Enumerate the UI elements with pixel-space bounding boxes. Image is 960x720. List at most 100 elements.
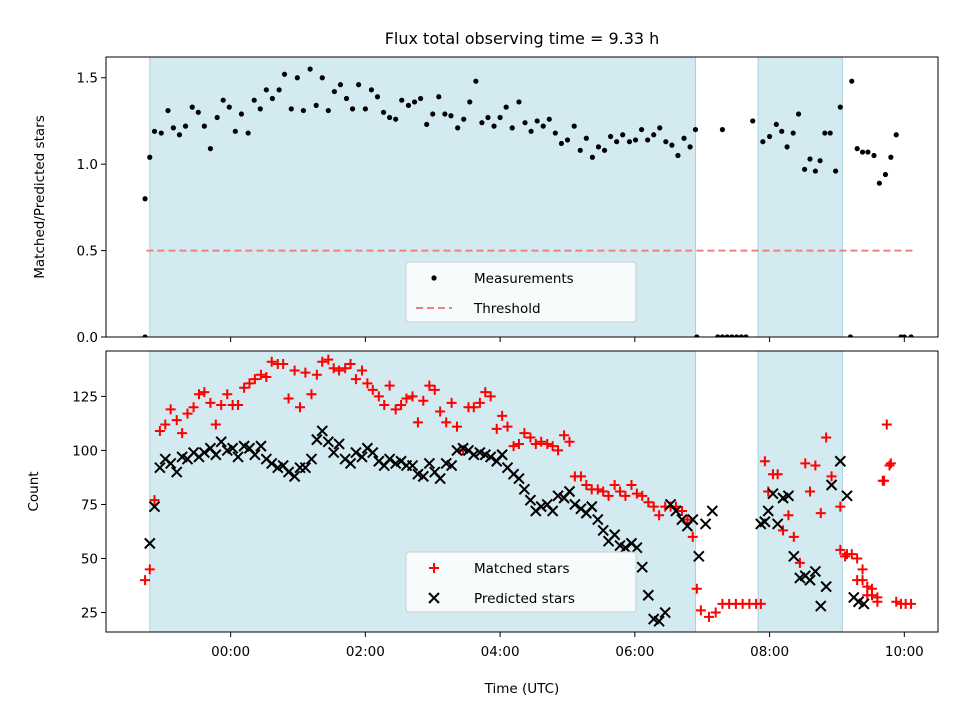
chart-title: Flux total observing time = 9.33 h: [385, 29, 660, 48]
matched-star-point: [396, 400, 407, 411]
predicted-star-point: [524, 494, 537, 506]
measurement-point: [257, 106, 263, 112]
measurement-point: [773, 121, 779, 128]
matched-star-point: [884, 460, 895, 471]
predicted-star-point: [670, 505, 682, 517]
matched-star-point: [216, 400, 227, 411]
measurement-point: [729, 334, 735, 337]
measurement-point: [165, 107, 171, 114]
measurement-point: [715, 334, 721, 337]
measurement-point: [865, 149, 871, 155]
matched-star-point: [906, 598, 917, 609]
panel-ratio: 0.0 0.5 1.0 1.5 Matched/Predicted stars Measu…: [32, 56, 939, 346]
predicted-star-point: [249, 449, 261, 461]
y-tick-label: 1.5: [77, 71, 98, 87]
matched-star-point: [755, 598, 766, 609]
matched-star-point: [687, 531, 698, 542]
matched-star-point: [615, 486, 626, 497]
measurement-point: [908, 334, 914, 337]
matched-star-point: [592, 484, 603, 495]
predicted-star-point: [563, 485, 576, 498]
matched-star-point: [295, 402, 306, 413]
predicted-star-point: [226, 442, 239, 454]
predicted-star-point: [586, 500, 598, 513]
measurement-point: [485, 114, 491, 121]
measurement-point: [546, 116, 552, 122]
matched-star-point: [872, 596, 883, 607]
predicted-star-point: [215, 436, 227, 448]
y-tick-label: 0.0: [77, 330, 98, 346]
predicted-star-point: [322, 436, 335, 448]
measurement-point: [516, 99, 522, 105]
predicted-star-point: [518, 483, 531, 496]
matched-star-point: [160, 419, 171, 430]
matched-star-point: [350, 374, 361, 385]
x-axis-label: Time (UTC): [484, 681, 560, 697]
y-tick-label: 50: [81, 552, 98, 568]
measurement-point: [692, 126, 699, 133]
measurement-point: [589, 154, 596, 160]
predicted-star-point: [788, 550, 800, 563]
matched-star-point: [691, 583, 702, 594]
matched-star-point: [783, 510, 794, 521]
matched-star-point: [233, 400, 244, 411]
measurement-point: [349, 106, 356, 112]
predicted-star-point: [820, 580, 832, 593]
matched-star-point: [210, 419, 221, 430]
matched-star-point: [530, 438, 541, 449]
predicted-star-point: [383, 453, 396, 465]
measurement-point: [901, 334, 907, 337]
matched-star-point: [441, 417, 452, 428]
measurement-point: [724, 334, 730, 337]
measurement-point: [337, 82, 344, 88]
measurement-point: [760, 139, 766, 145]
matched-star-point: [862, 581, 873, 592]
matched-star-point: [154, 425, 165, 436]
measurement-point: [313, 102, 319, 108]
measurement-point: [534, 118, 540, 124]
matched-star-point: [165, 404, 176, 415]
predicted-star-point: [316, 425, 328, 437]
matched-star-point: [857, 575, 868, 586]
matched-star-point: [491, 423, 502, 434]
measurement-point: [399, 97, 405, 103]
matched-star-point: [480, 387, 491, 398]
measurement-point: [522, 120, 528, 126]
matched-star-point: [620, 490, 631, 501]
measurement-point: [448, 113, 454, 119]
predicted-star-point: [282, 466, 295, 478]
measurement-point: [380, 109, 387, 115]
matched-star-point: [193, 389, 204, 400]
matched-star-point: [384, 380, 395, 391]
measurement-point: [509, 125, 515, 131]
matched-star-point: [199, 387, 210, 398]
measurement-point: [424, 121, 430, 128]
predicted-star-point: [445, 459, 458, 472]
predicted-star-point: [333, 438, 345, 450]
measurement-point: [675, 152, 681, 159]
matched-star-point: [412, 417, 423, 428]
matched-star-point: [643, 497, 654, 508]
measurement-point: [552, 130, 558, 136]
matched-star-point: [559, 430, 570, 441]
matched-star-point: [637, 490, 648, 501]
measurement-point: [461, 116, 467, 122]
measurement-point: [583, 135, 589, 141]
predicted-star-point: [608, 529, 621, 541]
matched-star-point: [598, 486, 609, 497]
predicted-star-point: [496, 449, 508, 461]
matched-star-point: [879, 475, 890, 486]
measurement-point: [331, 88, 337, 95]
predicted-star-point: [255, 440, 267, 452]
matched-star-point: [648, 501, 659, 512]
measurement-point: [888, 154, 894, 160]
predicted-star-point: [569, 498, 581, 511]
y-tick-label: 100: [72, 443, 98, 459]
measurement-point: [540, 123, 546, 129]
matched-star-point: [418, 395, 429, 406]
predicted-star-point: [693, 550, 705, 563]
matched-star-point: [485, 391, 496, 402]
measurement-point: [362, 106, 368, 112]
measurement-point: [491, 123, 497, 129]
measurement-point: [325, 107, 331, 114]
